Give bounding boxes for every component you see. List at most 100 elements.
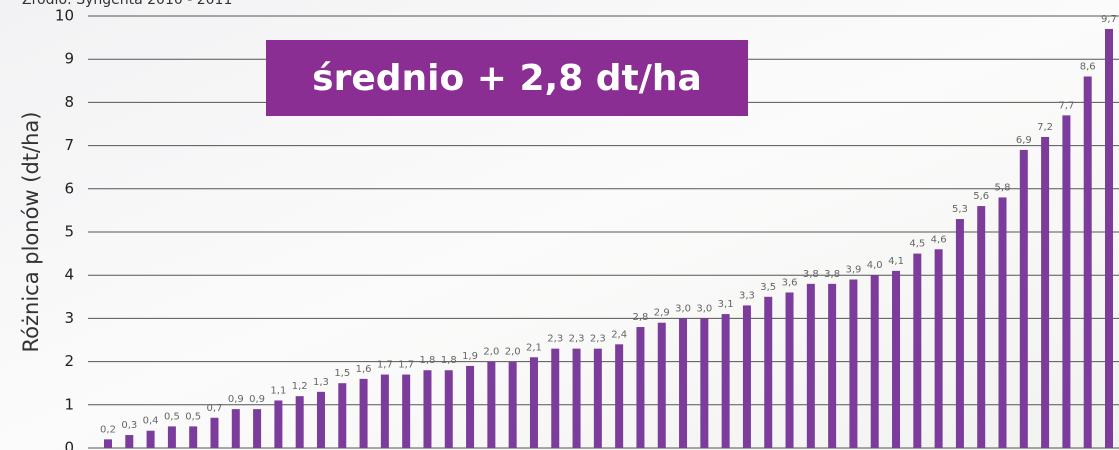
y-tick-label: 7	[64, 136, 74, 154]
bar	[167, 426, 176, 448]
bar	[849, 279, 858, 448]
value-label: 3,5	[760, 282, 776, 293]
bar	[104, 439, 112, 448]
bar	[870, 275, 879, 448]
bar	[572, 348, 581, 448]
value-label: 1,5	[334, 368, 350, 379]
value-label: 4,0	[867, 260, 883, 271]
y-tick-label: 10	[55, 7, 74, 25]
value-label: 1,9	[462, 351, 478, 362]
bar	[1019, 149, 1028, 449]
bar	[764, 296, 773, 448]
bar	[402, 374, 411, 448]
value-label: 1,6	[356, 364, 372, 375]
y-tick-label: 2	[64, 352, 74, 370]
value-label: 5,6	[973, 191, 989, 202]
value-label: 7,2	[1037, 122, 1053, 133]
bar	[508, 361, 517, 448]
value-label: 7,7	[1058, 100, 1074, 111]
bar	[636, 327, 645, 448]
value-label: 3,9	[845, 265, 861, 276]
value-label: 2,8	[632, 312, 648, 323]
bar	[316, 391, 325, 448]
value-label: 2,3	[547, 334, 563, 345]
bar	[934, 249, 943, 448]
bar	[380, 374, 389, 448]
y-tick-label: 5	[64, 223, 74, 241]
value-label: 3,0	[696, 303, 712, 314]
y-axis-label: Różnica plonów (dt/ha)	[19, 112, 43, 353]
source: Źródło: Syngenta 2010 - 2011	[22, 0, 232, 8]
bar	[487, 361, 496, 448]
grid: 0 1 2 3 4 5 6 7 8 9 10	[55, 7, 1119, 450]
bar	[295, 396, 304, 448]
value-label: 3,8	[803, 269, 819, 280]
bar	[913, 253, 922, 448]
y-tick-label: 1	[64, 395, 74, 413]
bar	[210, 417, 219, 448]
bar	[679, 318, 688, 448]
y-tick-label: 3	[64, 309, 74, 327]
bar	[125, 435, 134, 448]
annotation: średnio + 2,8 dt/ha	[312, 58, 702, 99]
bar	[657, 322, 666, 448]
value-label: 0,5	[185, 411, 201, 422]
bar	[423, 370, 432, 448]
y-tick-label: 0	[64, 439, 74, 450]
value-label: 0,9	[249, 394, 265, 405]
value-label: 9,7	[1101, 14, 1117, 25]
bar	[359, 378, 368, 448]
value-label: 1,3	[313, 377, 329, 388]
y-tick-label: 8	[64, 93, 74, 111]
value-label: 0,3	[121, 420, 137, 431]
value-label: 2,0	[483, 347, 499, 358]
bars: 0,2 0,3 0,4 0,5 0,5 0,7 0,9 0,9 1,1 1,2 1,3 1,5 1,6 1…	[100, 14, 1117, 449]
bar	[977, 206, 986, 448]
value-label: 2,3	[569, 334, 585, 345]
bar	[1062, 115, 1071, 449]
bar	[742, 305, 751, 448]
annotation-box	[266, 40, 748, 116]
value-label: 0,5	[164, 411, 180, 422]
y-tick-label: 6	[64, 179, 74, 197]
value-label: 0,2	[100, 424, 116, 435]
bar	[700, 318, 709, 448]
value-label: 2,3	[590, 334, 606, 345]
bar	[892, 270, 901, 448]
value-label: 0,4	[143, 416, 159, 427]
bar	[529, 357, 538, 448]
value-label: 8,6	[1080, 61, 1096, 72]
bar	[146, 430, 155, 448]
bar	[721, 314, 730, 448]
value-label: 3,8	[824, 269, 840, 280]
bar	[466, 365, 475, 448]
value-label: 6,9	[1016, 135, 1032, 146]
value-label: 2,9	[654, 308, 670, 319]
bar	[806, 283, 815, 448]
value-label: 4,6	[931, 234, 947, 245]
bar	[1105, 28, 1113, 449]
bar	[615, 344, 624, 448]
value-label: 1,7	[398, 360, 414, 371]
bar	[1041, 136, 1050, 448]
y-tick-label: 9	[64, 50, 74, 68]
bar	[338, 383, 347, 448]
value-label: 1,8	[420, 355, 436, 366]
value-label: 1,8	[441, 355, 457, 366]
value-label: 5,8	[995, 182, 1011, 193]
value-label: 3,0	[675, 303, 691, 314]
bar	[253, 409, 262, 448]
value-label: 3,3	[739, 290, 755, 301]
bar	[1083, 76, 1092, 448]
value-label: 1,2	[292, 381, 308, 392]
value-label: 1,7	[377, 360, 393, 371]
value-label: 0,9	[228, 394, 244, 405]
value-label: 4,5	[909, 239, 925, 250]
value-label: 0,7	[207, 403, 223, 414]
bar	[274, 400, 283, 448]
y-tick-label: 4	[64, 266, 74, 284]
value-label: 2,0	[505, 347, 521, 358]
bar	[593, 348, 602, 448]
